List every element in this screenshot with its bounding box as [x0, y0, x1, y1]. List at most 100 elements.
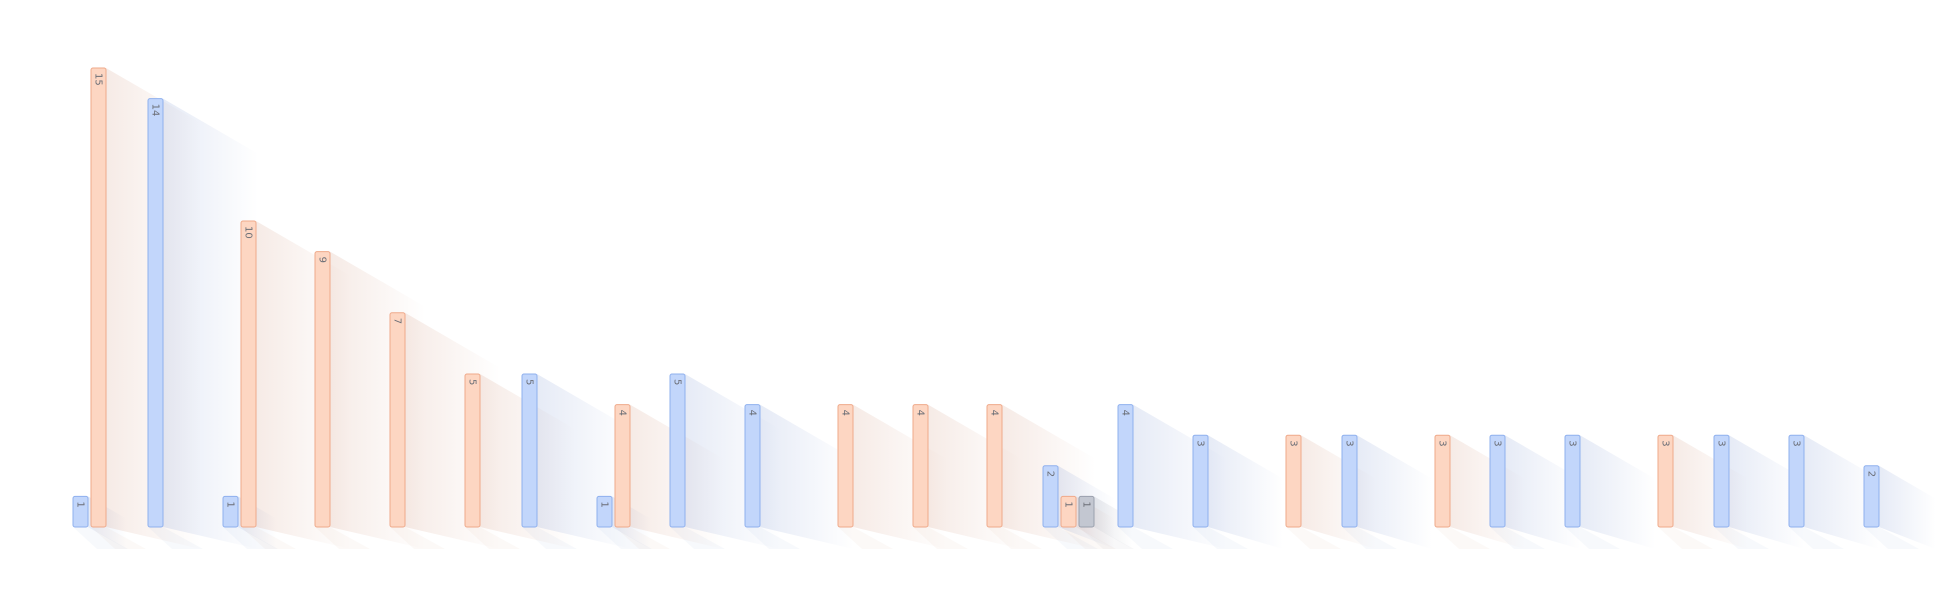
- bar: [912, 404, 929, 528]
- bar: [1285, 434, 1302, 528]
- bar: [1341, 434, 1358, 528]
- bar-value-label: 4: [989, 410, 1000, 416]
- bar-value-label: 3: [1344, 440, 1355, 446]
- bar-value-label: 4: [915, 410, 926, 416]
- bar-floor-shadow: [465, 527, 520, 549]
- bar-shadow: [1094, 496, 1133, 549]
- bar: [1863, 465, 1880, 528]
- bar: [147, 98, 164, 528]
- bar-value-label: 3: [1791, 440, 1802, 446]
- bar-value-label: 10: [243, 226, 254, 239]
- bar-shadow: [760, 404, 854, 549]
- bar: [389, 312, 406, 528]
- bar-floor-shadow: [1061, 527, 1116, 549]
- bar-shadow: [1729, 435, 1805, 549]
- bar: [1564, 434, 1581, 528]
- bar: [314, 251, 331, 528]
- bar-floor-shadow: [1286, 527, 1341, 549]
- bar-shadows: [73, 68, 1936, 549]
- bar-value-label: 5: [672, 379, 683, 385]
- bar-shadow: [1505, 435, 1581, 549]
- bar-value-label: 1: [1063, 501, 1074, 507]
- bar-floor-shadow: [148, 527, 203, 549]
- bar-floor-shadow: [597, 527, 652, 549]
- bar-value-label: 3: [1567, 440, 1578, 446]
- bar-value-label: 3: [1288, 440, 1299, 446]
- bar-floor-shadow: [1565, 527, 1620, 549]
- bar-floor-shadow: [1342, 527, 1397, 549]
- bar-shadow: [1208, 435, 1284, 549]
- bar: [1192, 434, 1209, 528]
- bar: [1788, 434, 1805, 528]
- bar-shadow: [1804, 435, 1880, 549]
- bar-floor-shadow: [241, 527, 296, 549]
- bar-value-label: 7: [392, 318, 403, 324]
- bar: [1060, 495, 1077, 528]
- bar: [521, 373, 538, 528]
- bar: [222, 495, 239, 528]
- bar: [1078, 495, 1095, 528]
- bar: [240, 220, 257, 528]
- bar: [1657, 434, 1674, 528]
- bar-value-label: 1: [1081, 501, 1092, 507]
- bar: [464, 373, 481, 528]
- bar-value-label: 15: [93, 73, 104, 86]
- bar-floor-shadow: [1864, 527, 1919, 549]
- bar-floor-shadow: [670, 527, 725, 549]
- bars-layer: [72, 67, 1880, 528]
- bar-shadow: [1879, 465, 1936, 549]
- bar-floor-shadow: [522, 527, 577, 549]
- bar-floor-shadow: [987, 527, 1042, 549]
- bar: [1489, 434, 1506, 528]
- bar-floor-shadow: [73, 527, 128, 549]
- bar-value-label: 14: [150, 104, 161, 117]
- bar: [986, 404, 1003, 528]
- bar-value-label: 1: [75, 501, 86, 507]
- bar-floor-shadow: [745, 527, 800, 549]
- bar-value-label: 5: [467, 379, 478, 385]
- bar: [1042, 465, 1059, 528]
- bar-value-label: 4: [1120, 410, 1131, 416]
- bar: [1713, 434, 1730, 528]
- bar-floor-shadow: [223, 527, 278, 549]
- bar-value-label: 3: [1195, 440, 1206, 446]
- bar-value-label: 3: [1437, 440, 1448, 446]
- bar-value-label: 3: [1660, 440, 1671, 446]
- bar-value-label: 9: [317, 257, 328, 263]
- bar-value-label: 3: [1492, 440, 1503, 446]
- bar-shadow: [1580, 435, 1656, 549]
- bar-value-label: 4: [747, 410, 758, 416]
- bar-floor-shadow: [1490, 527, 1545, 549]
- bar: [669, 373, 686, 528]
- bar-floor-shadow: [1043, 527, 1098, 549]
- bar: [837, 404, 854, 528]
- bar-floor-shadow: [1079, 527, 1134, 549]
- bar-shadow: [163, 98, 258, 549]
- bar: [1434, 434, 1451, 528]
- bar: [596, 495, 613, 528]
- bar: [90, 67, 107, 528]
- bar-value-label: 1: [599, 501, 610, 507]
- bar-floor-shadow: [913, 527, 968, 549]
- bar-floor-shadow: [315, 527, 370, 549]
- bar-value-label: 1: [225, 501, 236, 507]
- bar-floor-shadow: [1714, 527, 1769, 549]
- bar: [1117, 404, 1134, 528]
- bar-floor-shadow: [838, 527, 893, 549]
- bar: [744, 404, 761, 528]
- bar-value-label: 3: [1716, 440, 1727, 446]
- bar-floor-shadow: [615, 527, 670, 549]
- bar-shadow: [1357, 435, 1433, 549]
- bar-floor-shadow: [91, 527, 146, 549]
- bar-floor-shadow: [390, 527, 445, 549]
- bar-floor-shadow: [1658, 527, 1713, 549]
- bar-value-label: 2: [1045, 471, 1056, 477]
- bar-value-label: 2: [1866, 471, 1877, 477]
- bar-value-label: 4: [617, 410, 628, 416]
- bar-value-label: 5: [524, 379, 535, 385]
- bar-floor-shadow: [1435, 527, 1490, 549]
- bar-floor-shadow: [1193, 527, 1248, 549]
- bar-value-label: 4: [840, 410, 851, 416]
